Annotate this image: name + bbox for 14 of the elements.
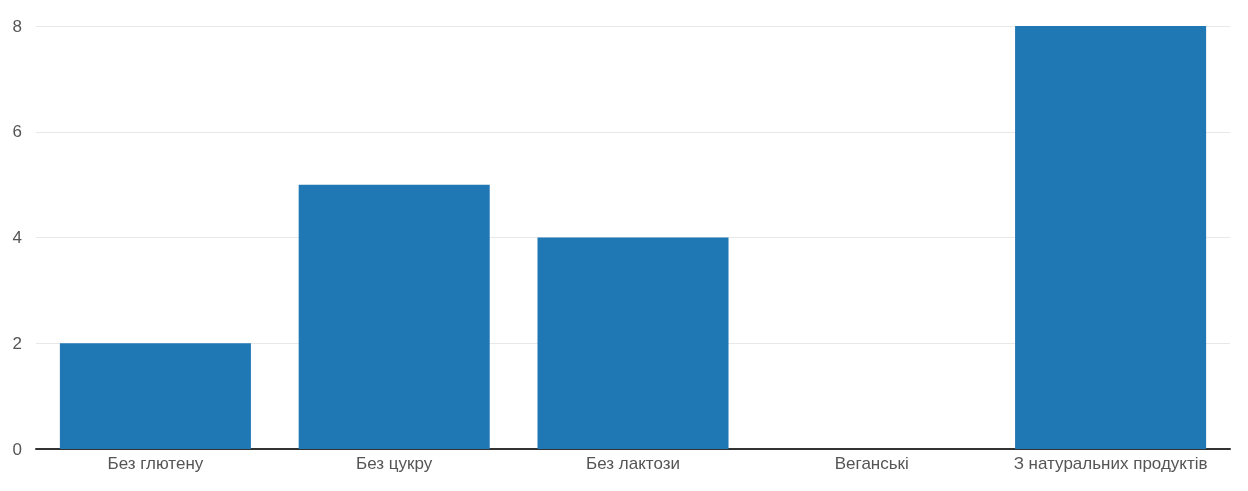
bar (537, 237, 729, 449)
y-tick-label: 2 (12, 333, 22, 353)
x-tick-label: Без лактози (586, 454, 680, 473)
y-tick-label: 6 (12, 122, 22, 142)
x-tick-label: Веганські (834, 454, 909, 473)
y-tick-label: 8 (12, 16, 22, 36)
x-tick-label: З натуральних продуктів (1013, 454, 1208, 473)
bar (298, 184, 490, 449)
x-tick-label: Без цукру (356, 454, 433, 473)
bar (59, 343, 251, 449)
y-tick-label: 0 (12, 439, 22, 459)
bar (1015, 26, 1207, 449)
y-tick-label: 4 (12, 228, 22, 247)
x-tick-label: Без глютену (107, 454, 204, 473)
